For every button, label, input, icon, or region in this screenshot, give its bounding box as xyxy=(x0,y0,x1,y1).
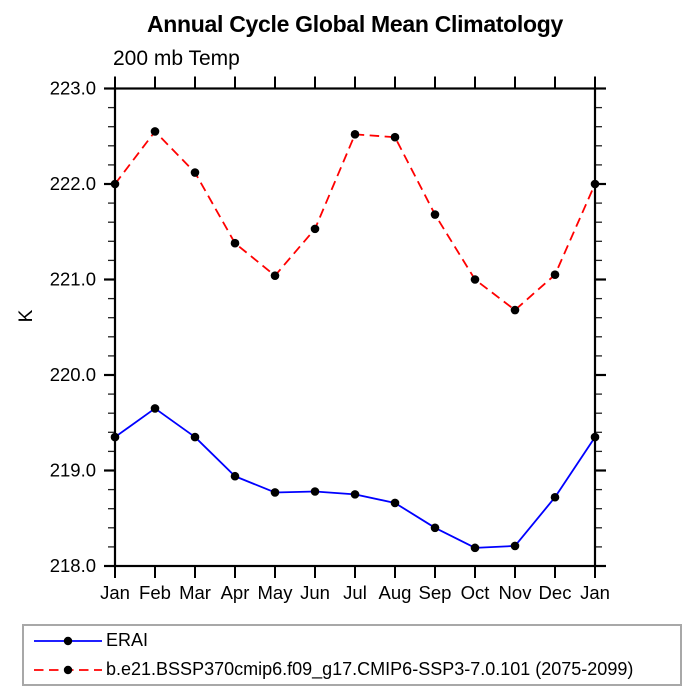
model-data-point-dec-11 xyxy=(550,270,560,280)
model-data-point-jul-6 xyxy=(350,130,360,139)
x-axis-tick-label: Jan xyxy=(100,582,130,603)
model-data-point-jan-0 xyxy=(110,179,120,189)
legend-item-erai: ERAI xyxy=(24,626,680,655)
legend-item-model: b.e21.BSSP370cmip6.f09_g17.CMIP6-SSP3-7.… xyxy=(24,655,680,684)
erai-data-point-dec-11 xyxy=(550,492,560,502)
legend-box: ERAI b.e21.BSSP370cmip6.f09_g17.CMIP6-SS… xyxy=(22,624,682,686)
model-data-point-jan-12 xyxy=(590,179,600,189)
y-axis-tick-label: 221.0 xyxy=(50,269,96,290)
erai-data-point-jun-5 xyxy=(310,487,320,496)
model-data-point-mar-2 xyxy=(190,168,200,177)
model-data-point-nov-10 xyxy=(510,305,520,315)
x-axis-tick-label: Sep xyxy=(419,582,452,603)
y-axis-tick-label: 222.0 xyxy=(50,173,96,194)
erai-data-point-mar-2 xyxy=(190,432,200,442)
model-legend-marker-icon xyxy=(63,665,73,674)
x-axis-tick-label: Nov xyxy=(499,582,533,603)
x-axis-tick-label: Mar xyxy=(179,582,211,603)
model-legend-sample xyxy=(34,665,102,674)
x-axis-tick-label: Apr xyxy=(221,582,250,603)
erai-data-point-aug-7 xyxy=(390,498,400,508)
x-axis-tick-label: Oct xyxy=(461,582,490,603)
x-axis-tick-label: Jul xyxy=(343,582,367,603)
plot-frame xyxy=(113,87,597,568)
y-axis-tick-label: 220.0 xyxy=(50,364,96,385)
x-axis-tick-label: Dec xyxy=(539,582,572,603)
model-legend-label: b.e21.BSSP370cmip6.f09_g17.CMIP6-SSP3-7.… xyxy=(106,659,634,679)
x-axis-tick-label: Jun xyxy=(300,582,330,603)
y-axis-tick-label: 223.0 xyxy=(50,78,96,99)
erai-data-point-oct-9 xyxy=(470,543,480,553)
model-data-point-aug-7 xyxy=(390,132,400,142)
x-axis-tick-label: May xyxy=(258,582,294,603)
chart-subtitle: 200 mb Temp xyxy=(113,47,240,70)
erai-data-point-sep-8 xyxy=(430,523,440,533)
model-data-point-apr-3 xyxy=(230,238,240,248)
erai-legend-sample xyxy=(34,636,102,645)
model-data-point-oct-9 xyxy=(470,275,480,284)
erai-data-point-nov-10 xyxy=(510,541,520,551)
erai-series-line xyxy=(114,407,596,549)
erai-data-point-jan-0 xyxy=(110,432,120,442)
erai-data-point-feb-1 xyxy=(150,404,160,413)
model-data-point-may-4 xyxy=(270,271,280,280)
erai-data-point-apr-3 xyxy=(230,471,240,481)
erai-legend-label: ERAI xyxy=(106,630,149,650)
x-axis-tick-label: Feb xyxy=(139,582,171,603)
model-data-point-jun-5 xyxy=(310,224,320,234)
erai-data-point-may-4 xyxy=(270,488,280,497)
y-axis-tick-label: 219.0 xyxy=(50,460,96,481)
erai-data-point-jan-12 xyxy=(590,432,600,442)
x-axis-tick-label: Aug xyxy=(379,582,412,603)
model-data-point-sep-8 xyxy=(430,210,440,219)
chart-title: Annual Cycle Global Mean Climatology xyxy=(146,11,564,37)
erai-data-point-jul-6 xyxy=(350,490,360,499)
erai-legend-marker-icon xyxy=(63,636,73,645)
model-series-line xyxy=(114,130,596,311)
model-data-point-feb-1 xyxy=(150,127,160,136)
x-axis-tick-label: Jan xyxy=(580,582,610,603)
y-axis-tick-label: 218.0 xyxy=(50,555,96,576)
